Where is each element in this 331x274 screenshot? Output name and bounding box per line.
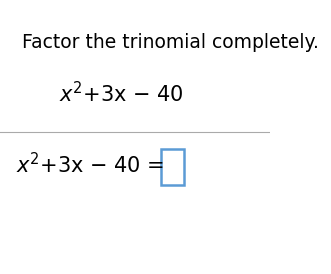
FancyBboxPatch shape (161, 149, 184, 185)
Text: $x^2$$\mathregular{ + 3x}$ − 40 =: $x^2$$\mathregular{ + 3x}$ − 40 = (16, 152, 165, 177)
Text: $x^2$$\mathregular{ + 3x}$ − 40: $x^2$$\mathregular{ + 3x}$ − 40 (60, 81, 184, 106)
Text: Factor the trinomial completely.: Factor the trinomial completely. (22, 33, 318, 52)
